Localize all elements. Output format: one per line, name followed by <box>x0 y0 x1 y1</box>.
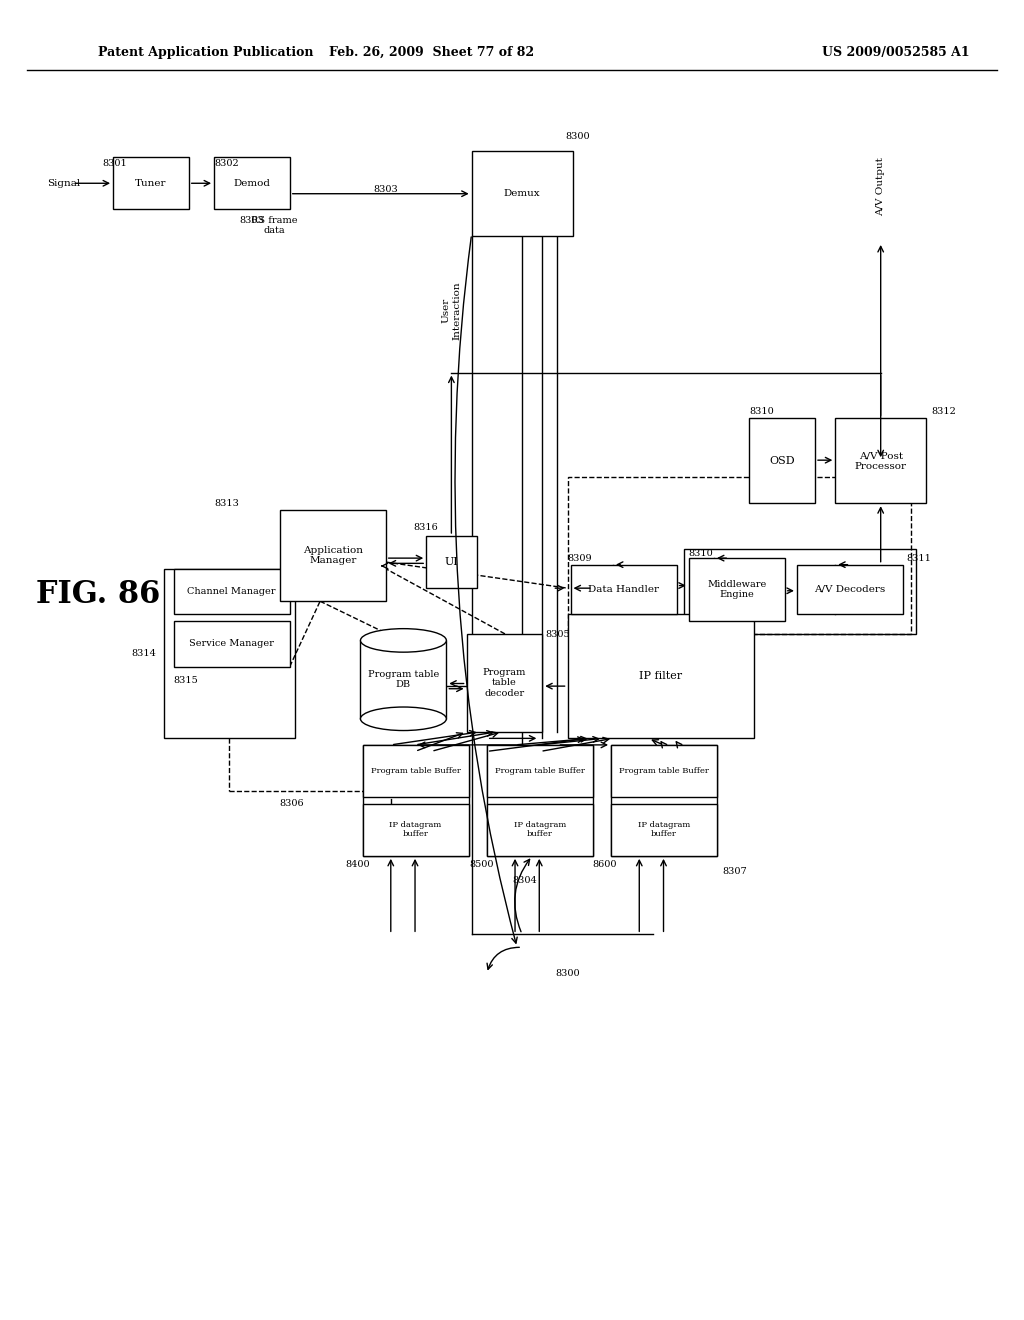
Text: 8315: 8315 <box>174 676 199 685</box>
Text: Application
Manager: Application Manager <box>303 545 362 565</box>
Bar <box>360 640 446 719</box>
Text: Data Handler: Data Handler <box>588 585 659 594</box>
Text: Demod: Demod <box>233 178 270 187</box>
FancyBboxPatch shape <box>467 634 543 731</box>
Text: IP datagram
buffer: IP datagram buffer <box>514 821 566 838</box>
Text: 8302: 8302 <box>214 158 239 168</box>
Bar <box>611 744 717 855</box>
Text: Program table Buffer: Program table Buffer <box>371 767 461 775</box>
Text: 8313: 8313 <box>214 499 239 508</box>
Text: 8300: 8300 <box>565 132 590 141</box>
Ellipse shape <box>360 628 446 652</box>
FancyBboxPatch shape <box>750 418 815 503</box>
Text: OSD: OSD <box>769 455 795 466</box>
Text: 8600: 8600 <box>593 859 617 869</box>
Text: Middleware
Engine: Middleware Engine <box>708 579 766 599</box>
Text: RS frame
data: RS frame data <box>251 216 298 235</box>
Text: 8306: 8306 <box>280 799 304 808</box>
Text: 8304: 8304 <box>513 875 538 884</box>
FancyBboxPatch shape <box>174 620 290 667</box>
Text: 8305: 8305 <box>546 630 570 639</box>
Text: IP filter: IP filter <box>639 672 683 681</box>
Text: Tuner: Tuner <box>135 178 167 187</box>
FancyBboxPatch shape <box>280 510 386 601</box>
Bar <box>164 569 295 738</box>
Text: 8314: 8314 <box>131 649 157 657</box>
Text: IP datagram
buffer: IP datagram buffer <box>638 821 690 838</box>
Bar <box>684 549 916 634</box>
Text: US 2009/0052585 A1: US 2009/0052585 A1 <box>822 46 970 59</box>
FancyBboxPatch shape <box>113 157 188 210</box>
Bar <box>567 477 911 634</box>
FancyBboxPatch shape <box>836 418 926 503</box>
FancyBboxPatch shape <box>362 804 469 855</box>
Text: Program table
DB: Program table DB <box>368 669 439 689</box>
Text: 8301: 8301 <box>102 158 127 168</box>
Text: 8307: 8307 <box>722 866 746 875</box>
Text: UI: UI <box>444 557 459 568</box>
Text: Program table Buffer: Program table Buffer <box>620 767 709 775</box>
Text: Service Manager: Service Manager <box>189 639 274 648</box>
Text: 8303: 8303 <box>374 185 398 194</box>
Text: 8310: 8310 <box>750 407 774 416</box>
Text: 8310: 8310 <box>689 549 714 558</box>
Text: 8312: 8312 <box>931 408 956 416</box>
Text: User
Interaction: User Interaction <box>441 281 461 341</box>
Text: Demux: Demux <box>504 189 541 198</box>
Text: Program table Buffer: Program table Buffer <box>495 767 585 775</box>
FancyBboxPatch shape <box>486 804 593 855</box>
FancyBboxPatch shape <box>486 744 593 797</box>
Text: 8300: 8300 <box>555 969 580 978</box>
FancyBboxPatch shape <box>797 565 903 614</box>
FancyBboxPatch shape <box>472 150 572 235</box>
Text: A/V Post
Processor: A/V Post Processor <box>855 451 906 470</box>
Text: 8309: 8309 <box>567 554 592 564</box>
Text: Channel Manager: Channel Manager <box>187 587 275 595</box>
FancyBboxPatch shape <box>362 744 469 797</box>
Bar <box>486 744 593 855</box>
Bar <box>362 744 469 855</box>
FancyBboxPatch shape <box>567 614 755 738</box>
FancyBboxPatch shape <box>689 558 784 620</box>
FancyBboxPatch shape <box>426 536 476 589</box>
Text: Feb. 26, 2009  Sheet 77 of 82: Feb. 26, 2009 Sheet 77 of 82 <box>329 46 534 59</box>
FancyBboxPatch shape <box>174 569 290 614</box>
FancyBboxPatch shape <box>611 804 717 855</box>
FancyBboxPatch shape <box>570 565 677 614</box>
Text: 8308: 8308 <box>757 611 781 620</box>
Text: A/V Output: A/V Output <box>877 157 885 216</box>
Text: Signal: Signal <box>47 178 81 187</box>
Text: 8311: 8311 <box>906 554 931 564</box>
Text: Patent Application Publication: Patent Application Publication <box>98 46 313 59</box>
Text: 8400: 8400 <box>345 859 370 869</box>
FancyBboxPatch shape <box>214 157 290 210</box>
FancyBboxPatch shape <box>611 744 717 797</box>
Text: Program
table
decoder: Program table decoder <box>482 668 526 698</box>
Text: 8500: 8500 <box>470 859 494 869</box>
Text: IP datagram
buffer: IP datagram buffer <box>389 821 441 838</box>
Text: A/V Decoders: A/V Decoders <box>814 585 886 594</box>
Text: 8303: 8303 <box>240 216 264 224</box>
Text: 8316: 8316 <box>414 523 438 532</box>
Text: FIG. 86: FIG. 86 <box>36 579 160 610</box>
Ellipse shape <box>360 708 446 730</box>
